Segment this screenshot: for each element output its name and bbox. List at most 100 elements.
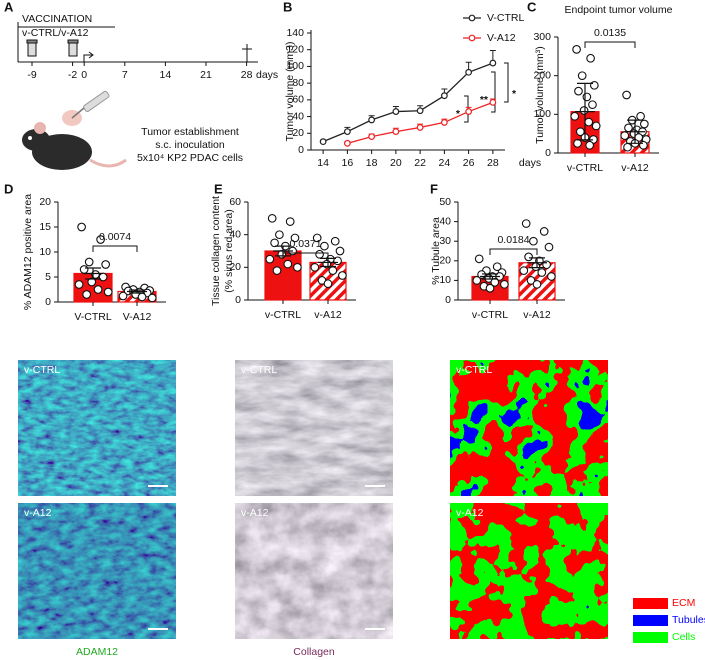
timeline-decor — [17, 22, 258, 63]
data-point — [312, 233, 322, 243]
timeline-day: 21 — [200, 69, 212, 81]
timeline-header: VACCINATION — [22, 13, 92, 25]
data-point — [82, 290, 92, 299]
data-point — [87, 277, 97, 287]
data-point — [570, 111, 580, 121]
timeline-note: Tumor establishment — [141, 126, 239, 138]
y-tick-label: 0 — [45, 296, 51, 308]
data-point — [440, 92, 448, 100]
legend-swatch — [633, 632, 668, 643]
data-point — [137, 292, 147, 302]
timeline-day: 14 — [160, 69, 172, 81]
data-point — [521, 219, 531, 228]
panel-label: F — [430, 181, 438, 196]
annotation: ** — [480, 94, 489, 106]
panel-label: D — [4, 181, 13, 196]
data-point — [323, 279, 333, 289]
p-value: 0.0184 — [497, 234, 529, 246]
data-point — [519, 266, 529, 275]
data-point — [77, 222, 86, 232]
y-tick-label: 10 — [439, 274, 451, 286]
data-point — [330, 236, 340, 246]
legend-label: V-CTRL — [487, 12, 525, 24]
timeline-unit: days — [256, 69, 278, 81]
data-point — [343, 139, 351, 147]
micrograph — [450, 360, 608, 496]
y-tick-label: 200 — [533, 69, 551, 81]
p-value-bracket — [489, 248, 538, 255]
x-tick-label: v-CTRL — [472, 309, 508, 321]
data-point — [573, 138, 582, 148]
data-point — [320, 241, 329, 251]
timeline-note: 5x10⁴ KP2 PDAC cells — [137, 152, 243, 164]
data-point — [589, 80, 599, 90]
x-tick-label: 16 — [342, 157, 354, 169]
image-label: v-CTRL — [24, 364, 60, 376]
x-tick-label: v-CTRL — [567, 162, 603, 174]
timeline-day: -2 — [68, 69, 77, 81]
data-point — [588, 100, 597, 110]
data-point — [293, 262, 302, 272]
timeline-groups: v-CTRL/v-A12 — [22, 27, 89, 39]
y-tick-label: 5 — [45, 271, 51, 283]
data-point — [101, 260, 111, 269]
y-tick-label: 120 — [286, 43, 304, 55]
mouse-illustration — [22, 90, 127, 170]
x-tick-label: v-CTRL — [265, 309, 301, 321]
data-point — [416, 107, 424, 115]
x-tick-label: 22 — [414, 157, 426, 169]
x-tick-label: 20 — [390, 157, 402, 169]
data-point — [485, 283, 495, 293]
data-point — [547, 272, 556, 281]
y-tick-label: 0 — [545, 147, 551, 159]
x-tick-label: 28 — [487, 157, 499, 169]
image-label: v-CTRL — [241, 364, 277, 376]
micrograph — [235, 360, 393, 496]
data-point — [636, 111, 645, 121]
axis — [310, 30, 505, 151]
data-point — [579, 106, 589, 115]
line-series — [322, 62, 494, 143]
legend-label: ECM — [672, 597, 695, 609]
timeline-day: 28 — [241, 69, 253, 81]
y-tick-label: 40 — [292, 110, 304, 122]
y-axis-label: Tumor volume (mm³) — [534, 46, 546, 144]
data-point — [622, 90, 631, 100]
y-tick-label: 20 — [439, 255, 451, 267]
data-point — [575, 127, 585, 137]
timeline-day: 0 — [81, 69, 87, 81]
data-point — [500, 279, 509, 289]
data-point — [620, 131, 630, 140]
data-point — [310, 262, 320, 272]
data-point — [98, 272, 108, 282]
image-label: v-A12 — [456, 507, 484, 519]
data-point — [639, 119, 649, 129]
y-axis-label: (% sirus red area) — [223, 209, 235, 292]
image-caption: ADAM12 — [76, 646, 118, 658]
y-tick-label: 0 — [298, 144, 304, 156]
data-point — [392, 128, 400, 136]
data-point — [539, 227, 549, 236]
annotation: * — [456, 108, 461, 120]
data-point — [147, 293, 157, 303]
y-axis-label: % Tubule area — [430, 217, 442, 285]
data-point — [290, 233, 300, 243]
data-point — [529, 236, 538, 246]
data-point — [96, 235, 105, 244]
legend-swatch — [633, 615, 668, 626]
y-tick-label: 100 — [286, 60, 304, 72]
data-point — [368, 116, 376, 124]
y-tick-label: 0 — [445, 294, 451, 306]
x-tick-label: 14 — [317, 157, 329, 169]
micrographs: v-CTRL v-A12 v-CTRL v-A12 v-CTRL v-A12 — [18, 360, 608, 639]
data-point — [270, 238, 279, 248]
data-point — [489, 98, 497, 106]
panel-label: E — [214, 181, 223, 196]
x-axis-label: days — [519, 157, 541, 169]
data-point — [465, 108, 473, 115]
data-point — [574, 86, 583, 96]
data-point — [277, 249, 287, 259]
data-point — [474, 254, 484, 264]
y-tick-label: 20 — [39, 196, 51, 208]
